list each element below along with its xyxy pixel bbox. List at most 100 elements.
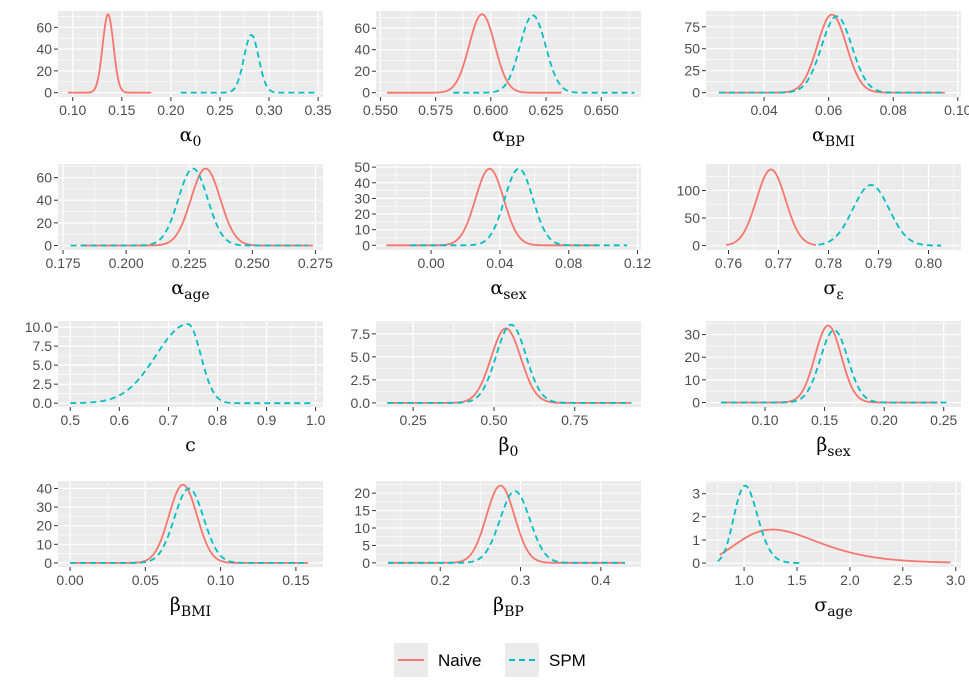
density-line-spm xyxy=(387,323,632,404)
y-tick-label: 10.0 xyxy=(25,319,52,335)
y-tick-label: 20 xyxy=(36,63,52,79)
y-tick-label: 0 xyxy=(44,555,52,571)
x-axis-title: β0 xyxy=(499,434,519,460)
x-tick-label: 1.5 xyxy=(787,572,807,588)
panel-background xyxy=(706,321,961,407)
y-tick-label: 5.0 xyxy=(351,349,371,365)
y-tick-label: 2 xyxy=(692,509,700,525)
x-axis-title: αage xyxy=(171,277,209,303)
x-tick-label: 0.50 xyxy=(480,412,507,428)
y-tick-label: 0 xyxy=(692,555,700,571)
x-tick-label: 0.80 xyxy=(915,255,942,271)
x-axis-title: αsex xyxy=(490,277,526,303)
x-tick-label: 0.250 xyxy=(235,255,270,271)
x-tick-label: 0.08 xyxy=(880,102,907,118)
x-tick-label: 0.8 xyxy=(208,412,228,428)
y-tick-label: 20 xyxy=(36,518,52,534)
panel-alphaAge: 0.175 0.200 0.225 0.250 0.275 0 20 40 60 αage xyxy=(36,164,333,303)
x-tick-label: 0.15 xyxy=(811,412,838,428)
x-axis-title: βBMI xyxy=(170,594,211,620)
y-tick-label: 10 xyxy=(684,372,700,388)
y-tick-label: 50 xyxy=(684,41,700,57)
y-tick-label: 0 xyxy=(44,237,52,253)
density-line-spm xyxy=(718,15,945,94)
density-line-naive xyxy=(725,168,817,246)
x-tick-label: 0.00 xyxy=(56,572,83,588)
density-line-spm xyxy=(70,323,311,405)
x-axis-title: αBP xyxy=(492,124,525,150)
x-tick-label: 2.0 xyxy=(840,572,860,588)
density-line-spm xyxy=(180,34,319,94)
x-tick-label: 0.20 xyxy=(157,102,184,118)
y-tick-label: 0 xyxy=(362,555,370,571)
panel-background xyxy=(376,164,641,250)
y-tick-label: 20 xyxy=(36,215,52,231)
x-tick-label: 0.600 xyxy=(473,102,508,118)
x-axis-title: αBMI xyxy=(812,124,855,150)
y-tick-label: 40 xyxy=(36,192,52,208)
y-tick-label: 30 xyxy=(684,327,700,343)
x-tick-label: 0.6 xyxy=(110,412,130,428)
y-tick-label: 50 xyxy=(684,210,700,226)
panel-beta0: 0.25 0.50 0.75 0.0 2.5 5.0 7.5 β0 xyxy=(351,321,641,460)
y-tick-label: 0 xyxy=(692,238,700,254)
y-tick-label: 20 xyxy=(684,349,700,365)
x-tick-label: 0.79 xyxy=(865,255,892,271)
y-tick-label: 0 xyxy=(692,394,700,410)
x-tick-label: 0.550 xyxy=(363,102,398,118)
density-line-naive xyxy=(719,528,951,564)
y-tick-label: 7.5 xyxy=(351,326,371,342)
x-axis-title: βBP xyxy=(493,594,524,620)
y-tick-label: 40 xyxy=(36,480,52,496)
panel-sigmaEps: 0.76 0.77 0.78 0.79 0.80 0 50 100 σε xyxy=(677,164,961,303)
panel-background xyxy=(58,164,323,250)
y-tick-label: 5.0 xyxy=(33,357,53,373)
x-tick-label: 0.10 xyxy=(751,412,778,428)
x-tick-label: 0.575 xyxy=(418,102,453,118)
legend: Naive SPM xyxy=(394,643,586,677)
y-tick-label: 100 xyxy=(677,182,701,198)
y-tick-label: 30 xyxy=(36,499,52,515)
x-tick-label: 1.0 xyxy=(306,412,326,428)
density-line-spm xyxy=(388,490,625,564)
density-line-naive xyxy=(387,13,562,94)
panel-alpha0: 0.10 0.15 0.20 0.25 0.30 0.35 0 20 40 60 α0 xyxy=(36,11,332,150)
x-tick-label: 0.625 xyxy=(529,102,564,118)
y-tick-label: 3 xyxy=(692,486,700,502)
y-tick-label: 2.5 xyxy=(351,372,371,388)
x-tick-label: 3.0 xyxy=(946,572,966,588)
y-tick-label: 50 xyxy=(354,159,370,175)
x-tick-label: 0.275 xyxy=(298,255,333,271)
x-axis-title: α0 xyxy=(180,124,202,150)
x-tick-label: 0.30 xyxy=(255,102,282,118)
y-tick-label: 75 xyxy=(684,19,700,35)
legend-label-naive: Naive xyxy=(438,651,481,670)
density-line-spm xyxy=(70,487,308,564)
panel-background xyxy=(706,164,961,250)
density-line-naive xyxy=(67,13,152,94)
y-tick-label: 60 xyxy=(36,19,52,35)
x-tick-label: 0.4 xyxy=(591,572,611,588)
x-tick-label: 0.35 xyxy=(304,102,331,118)
density-line-naive xyxy=(70,483,308,564)
y-tick-label: 0 xyxy=(362,237,370,253)
y-tick-label: 5 xyxy=(362,537,370,553)
x-tick-label: 0.15 xyxy=(108,102,135,118)
x-tick-label: 0.08 xyxy=(555,255,582,271)
y-tick-label: 60 xyxy=(36,170,52,186)
x-tick-label: 0.05 xyxy=(132,572,159,588)
x-tick-label: 0.9 xyxy=(257,412,277,428)
x-tick-label: 0.04 xyxy=(486,255,513,271)
legend-label-spm: SPM xyxy=(549,651,586,670)
y-tick-label: 30 xyxy=(354,190,370,206)
x-tick-label: 0.25 xyxy=(206,102,233,118)
x-tick-label: 0.06 xyxy=(815,102,842,118)
x-tick-label: 0.76 xyxy=(715,255,742,271)
x-tick-label: 0.7 xyxy=(159,412,179,428)
y-tick-label: 7.5 xyxy=(33,338,53,354)
x-axis-title: σage xyxy=(814,594,853,620)
